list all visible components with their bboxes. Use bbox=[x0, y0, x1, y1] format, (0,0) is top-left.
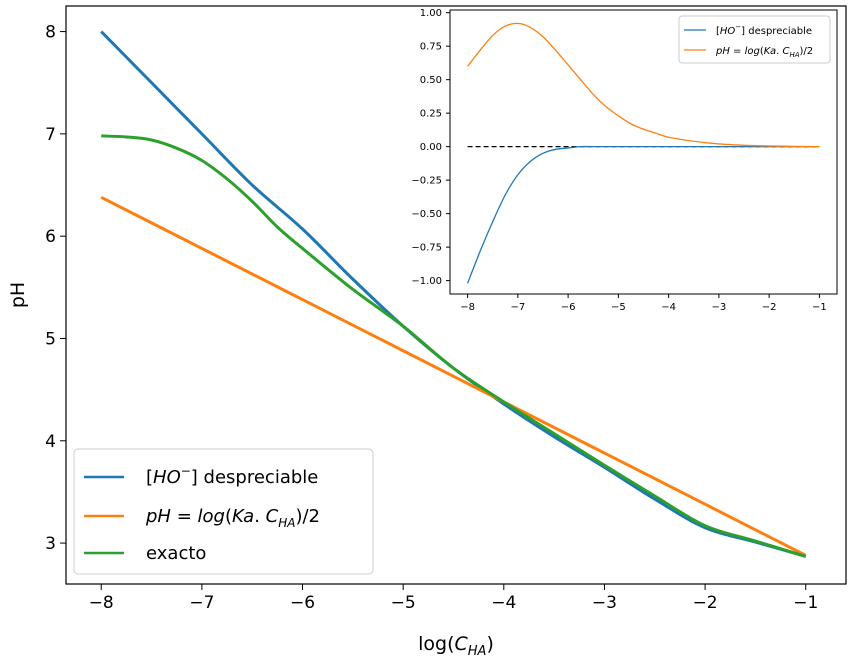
main-x-tick-label: −1 bbox=[793, 593, 818, 613]
main-legend-label-aproximada: pH = log(Ka. CHA)/2 bbox=[145, 506, 320, 530]
main-y-tick-label: 5 bbox=[45, 329, 56, 349]
inset-x-tick-label: −5 bbox=[611, 302, 626, 313]
main-x-tick-label: −7 bbox=[189, 593, 214, 613]
inset-x-tick-label: −6 bbox=[561, 302, 576, 313]
main-x-tick-label: −2 bbox=[693, 593, 718, 613]
inset-x-tick-label: −2 bbox=[762, 302, 777, 313]
inset-plot: −8 −7 −6 −5 −4 −3 −2 −1 −1.00 −0.75 −0.50 −0.25 0.0… bbox=[411, 8, 838, 313]
main-legend-label-despreciable: [HO−] despreciable bbox=[146, 464, 318, 488]
main-legend-box bbox=[73, 448, 374, 575]
inset-x-tick-label: −8 bbox=[460, 302, 475, 313]
inset-y-tick-label: 0.00 bbox=[420, 142, 442, 153]
inset-legend-label-aproximada: pH = log(Ka. CHA)/2 bbox=[715, 46, 813, 59]
inset-series-aproximada bbox=[467, 22, 820, 148]
inset-x-tick-label: −4 bbox=[661, 302, 676, 313]
inset-y-tick-label: −1.00 bbox=[411, 276, 442, 287]
main-x-tick-label: −6 bbox=[290, 593, 315, 613]
inset-y-tick-label: −0.25 bbox=[411, 176, 442, 187]
inset-y-tick-label: 0.25 bbox=[420, 109, 442, 120]
main-x-tick-label: −8 bbox=[89, 593, 114, 613]
main-x-axis-label: log(CHA) bbox=[418, 633, 494, 659]
inset-legend-box bbox=[678, 15, 831, 64]
inset-y-tick-label: 1.00 bbox=[420, 8, 442, 19]
main-y-tick-label: 6 bbox=[45, 227, 56, 247]
main-series-aproximada bbox=[100, 195, 807, 557]
inset-legend-label-despreciable: [HO−] despreciable bbox=[716, 23, 812, 37]
main-plot-frame bbox=[65, 5, 847, 585]
main-x-tick-label: −3 bbox=[592, 593, 617, 613]
main-y-tick-label: 3 bbox=[45, 534, 56, 554]
main-y-tick-label: 7 bbox=[45, 125, 56, 145]
inset-x-tick-label: −3 bbox=[712, 302, 727, 313]
inset-series-despreciable bbox=[466, 145, 820, 284]
main-legend: [HO−] despreciable pH = log(Ka. CHA)/2 e… bbox=[73, 448, 374, 575]
main-y-tick-label: 8 bbox=[45, 23, 56, 43]
inset-y-tick-label: −0.50 bbox=[411, 209, 442, 220]
inset-x-tick-label: −7 bbox=[510, 302, 525, 313]
main-x-tick-label: −5 bbox=[391, 593, 416, 613]
main-legend-label-exacto: exacto bbox=[146, 543, 206, 564]
inset-plot-frame bbox=[449, 9, 838, 295]
inset-y-tick-label: 0.75 bbox=[420, 42, 442, 53]
inset-y-tick-label: 0.50 bbox=[420, 75, 442, 86]
inset-y-tick-label: −0.75 bbox=[411, 243, 442, 254]
main-y-tick-label: 4 bbox=[45, 432, 56, 452]
inset-legend: [HO−] despreciable pH = log(Ka. CHA)/2 bbox=[678, 15, 831, 64]
main-x-tick-label: −4 bbox=[491, 593, 516, 613]
inset-x-tick-label: −1 bbox=[812, 302, 827, 313]
main-series-exacto bbox=[101, 134, 807, 558]
main-y-axis-label: pH bbox=[7, 282, 29, 308]
